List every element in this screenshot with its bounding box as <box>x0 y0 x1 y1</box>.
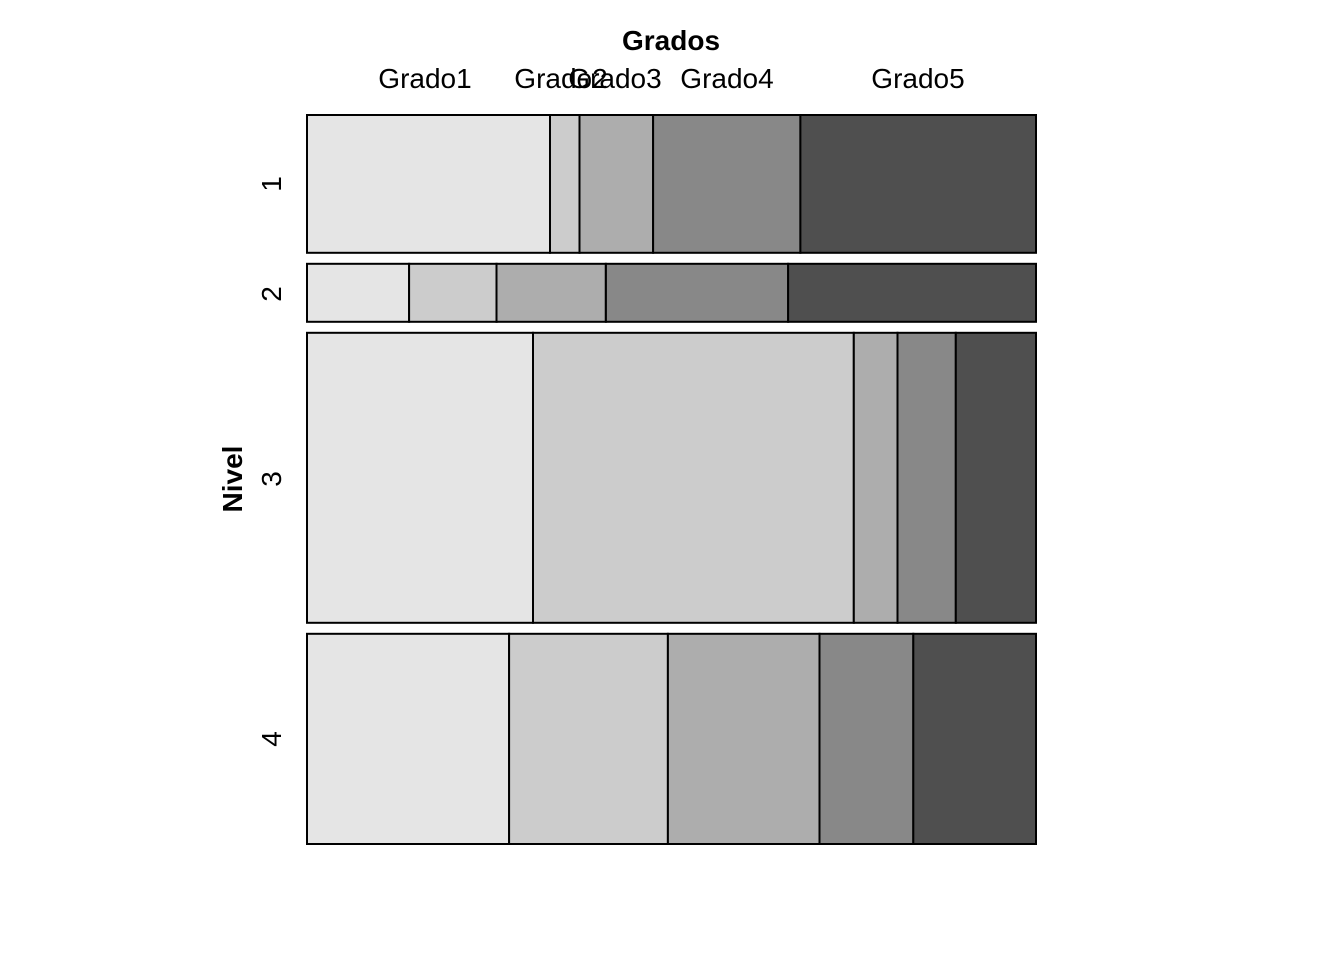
row-label-1: 1 <box>256 176 287 192</box>
row-label-2: 2 <box>256 286 287 302</box>
row-label-3: 3 <box>256 471 287 487</box>
column-label-grado3: Grado3 <box>568 63 661 94</box>
tile-nivel4-grado4 <box>818 632 915 845</box>
tile-nivel2-grado5 <box>787 262 1037 323</box>
tile-nivel1-grado4 <box>652 114 802 254</box>
tile-nivel1-grado3 <box>578 114 655 254</box>
column-label-grado4: Grado4 <box>680 63 773 94</box>
tile-nivel2-grado3 <box>495 262 607 323</box>
tile-nivel2-grado1 <box>306 262 411 323</box>
tile-nivel2-grado2 <box>408 262 498 323</box>
tile-nivel2-grado4 <box>604 262 790 323</box>
tile-nivel3-grado1 <box>306 331 534 624</box>
tile-nivel4-grado5 <box>912 632 1037 845</box>
tile-nivel3-grado5 <box>954 331 1037 624</box>
tile-nivel1-grado5 <box>799 114 1038 254</box>
tile-nivel1-grado2 <box>549 114 581 254</box>
column-label-grado1: Grado1 <box>378 63 471 94</box>
tile-nivel3-grado3 <box>852 331 899 624</box>
tile-nivel3-grado4 <box>896 331 957 624</box>
tile-nivel4-grado1 <box>306 632 511 845</box>
mosaic-tiles <box>306 114 1038 845</box>
column-label-grado2: Grado2 <box>514 63 607 94</box>
y-axis-title: Nivel <box>217 446 248 513</box>
tile-nivel4-grado3 <box>666 632 821 845</box>
tile-nivel4-grado2 <box>508 632 669 845</box>
x-axis-title: Grados <box>622 25 720 56</box>
tile-nivel3-grado2 <box>532 331 855 624</box>
tile-nivel1-grado1 <box>306 114 551 254</box>
row-label-4: 4 <box>256 731 287 747</box>
column-label-grado5: Grado5 <box>871 63 964 94</box>
